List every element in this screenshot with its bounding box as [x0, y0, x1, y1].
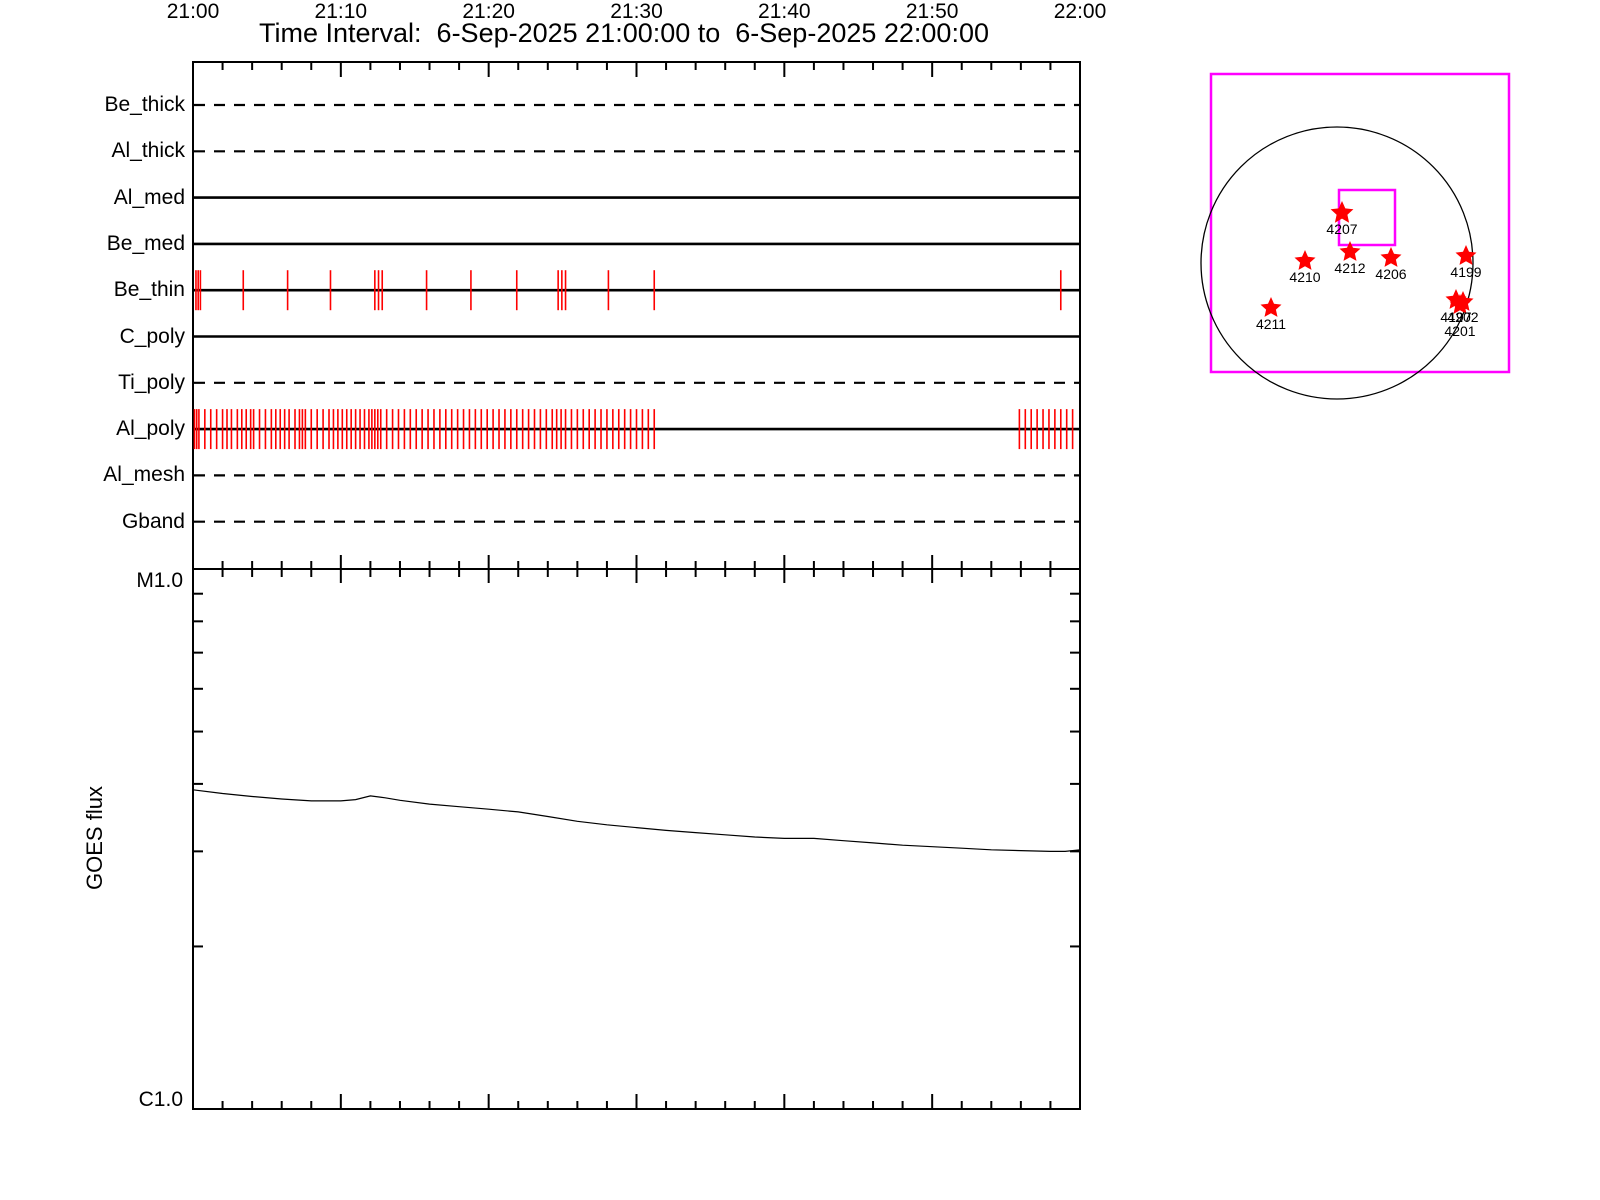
- ar-star-4201: [1449, 294, 1471, 314]
- filter-label-Be_thin: Be_thin: [113, 278, 185, 302]
- time-label-21:00: 21:00: [166, 0, 220, 23]
- ar-star-4211: [1260, 297, 1282, 317]
- filter-label-Al_mesh: Al_mesh: [103, 463, 185, 487]
- goes-y-bottom-label: C1.0: [138, 1088, 183, 1111]
- sun-limb-circle: [1200, 126, 1474, 400]
- map-outer-box: [1209, 72, 1511, 374]
- ar-label-4210: 4210: [1289, 269, 1321, 285]
- time-label-21:20: 21:20: [462, 0, 515, 23]
- filter-label-Ti_poly: Ti_poly: [118, 370, 185, 394]
- filter-label-Be_med: Be_med: [106, 231, 185, 255]
- ar-label-4206: 4206: [1375, 266, 1407, 282]
- ar-star-4207: [1330, 201, 1354, 223]
- ar-label-4207: 4207: [1326, 221, 1358, 237]
- ar-star-4212: [1339, 241, 1361, 261]
- filter-label-Al_poly: Al_poly: [116, 417, 185, 441]
- goes-panel-frame: [192, 568, 1081, 1110]
- ar-star-4206: [1380, 247, 1402, 267]
- filter-label-Al_med: Al_med: [113, 185, 185, 209]
- ar-label-4197: 4197: [1440, 309, 1472, 325]
- time-label-21:50: 21:50: [905, 0, 959, 23]
- goes-axis-title: GOES flux: [82, 786, 107, 890]
- time-label-21:40: 21:40: [758, 0, 811, 23]
- ar-label-4199: 4199: [1450, 264, 1482, 280]
- ar-star-4210: [1294, 250, 1316, 270]
- filter-label-Gband: Gband: [121, 509, 185, 533]
- time-label-21:30: 21:30: [610, 0, 663, 23]
- goes-flux-curve: [192, 789, 1081, 853]
- filter-label-C_poly: C_poly: [119, 324, 185, 348]
- ar-star-4199: [1455, 245, 1477, 265]
- filter-label-Be_thick: Be_thick: [104, 93, 185, 116]
- chart-title: Time Interval: 6-Sep-2025 21:00:00 to 6-…: [259, 18, 989, 48]
- time-label-21:10: 21:10: [314, 0, 368, 23]
- time-label-22:00: 22:00: [1053, 0, 1107, 23]
- filter-panel-frame: [192, 61, 1081, 570]
- ar-label-4212: 4212: [1334, 260, 1366, 276]
- ar-label-4211: 4211: [1255, 316, 1287, 332]
- goes-y-top-label: M1.0: [136, 569, 183, 592]
- ar-label-4202: 4202: [1447, 309, 1479, 325]
- ar-label-4201: 4201: [1444, 323, 1476, 339]
- filter-label-Al_thick: Al_thick: [111, 139, 185, 163]
